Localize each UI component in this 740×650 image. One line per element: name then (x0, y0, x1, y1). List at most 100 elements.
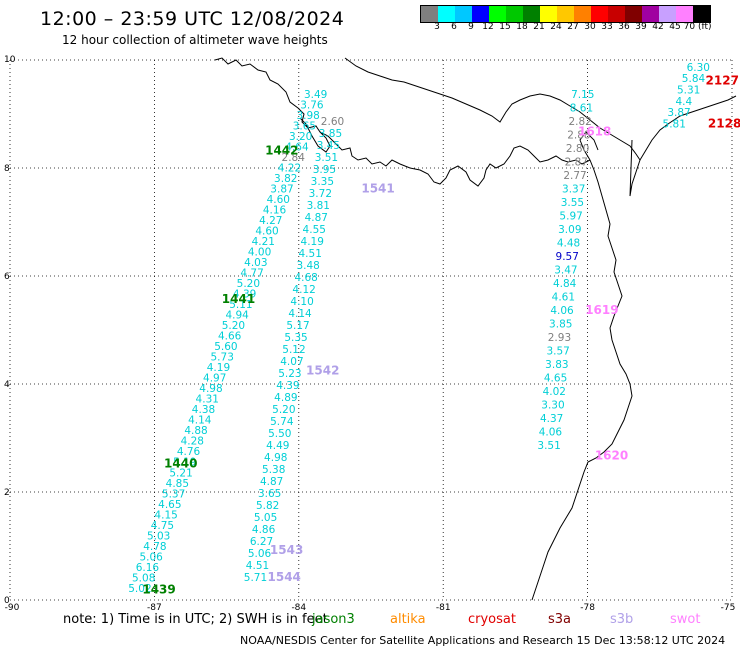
wave-height-value: 4.87 (305, 212, 328, 224)
track-id-label: 1619 (585, 303, 618, 317)
wave-height-value: 3.37 (562, 183, 585, 195)
wave-height-value: 4.65 (544, 372, 567, 384)
colorbar-swatch (574, 6, 591, 22)
wave-height-value: 4.22 (278, 162, 301, 174)
coastline-darien (629, 139, 641, 197)
wave-height-value: 5.81 (663, 119, 686, 131)
colorbar-swatch (557, 6, 574, 22)
colorbar-swatch (659, 6, 676, 22)
wave-height-value: 2.84 (282, 152, 306, 164)
wave-height-value: 4.02 (543, 386, 566, 398)
page-title: 12:00 – 23:59 UTC 12/08/2024 (40, 8, 345, 30)
wave-height-value: 5.20 (222, 320, 245, 332)
colorbar-label: 12 (482, 22, 494, 32)
wave-height-value: 4.55 (303, 224, 326, 236)
colorbar-label: 45 (669, 22, 681, 32)
coastline-nicoya (299, 117, 331, 153)
wave-height-value: 5.74 (270, 416, 294, 428)
wave-height-value: 4.75 (151, 520, 174, 532)
wave-height-colorbar (420, 5, 711, 23)
satellite-legend-item: altika (390, 612, 426, 627)
wave-height-value: 5.05 (254, 512, 277, 524)
wave-height-value: 3.49 (304, 89, 327, 101)
coastline (214, 57, 737, 601)
wave-height-value: 5.06 (139, 551, 163, 563)
satellite-legend-item: swot (670, 612, 701, 627)
wave-height-value: 5.11 (229, 299, 252, 311)
wave-height-value: 2.88 (567, 129, 590, 141)
wave-height-value: 3.76 (300, 99, 324, 111)
track-id-label: 1542 (306, 363, 339, 377)
x-tick-label: -81 (436, 603, 451, 613)
track-id-label: 1442 (265, 144, 298, 158)
colorbar-label: 9 (468, 22, 474, 32)
y-tick-label: 8 (4, 164, 10, 174)
coastline-caribbean (344, 57, 737, 161)
y-tick-label: 6 (4, 272, 10, 282)
wave-height-value: 3.47 (554, 264, 577, 276)
wave-height-value: 4.37 (540, 413, 563, 425)
wave-height-value: 4.19 (207, 362, 230, 374)
wave-height-value: 4.65 (158, 499, 181, 511)
wave-height-value: 4.61 (552, 291, 575, 303)
colorbar-label: 39 (635, 22, 647, 32)
wave-height-value: 4.28 (181, 436, 204, 448)
wave-height-value: 2.60 (321, 116, 344, 128)
wave-height-value: 3.83 (545, 359, 568, 371)
y-tick-label: 4 (4, 380, 10, 390)
altimeter-tracks: 5.025.086.165.064.785.034.754.154.655.37… (128, 62, 710, 595)
colorbar-swatch (455, 6, 472, 22)
wave-height-value: 7.15 (571, 89, 594, 101)
colorbar-label: 18 (516, 22, 528, 32)
wave-height-value: 4.15 (154, 509, 177, 521)
track-id-label: 2128 (708, 117, 740, 131)
wave-height-value: 3.30 (541, 399, 564, 411)
wave-height-value: 4.06 (550, 305, 574, 317)
wave-height-value: 5.06 (248, 548, 272, 560)
y-tick-label: 0 (4, 596, 10, 606)
colorbar-label: 15 (499, 22, 511, 32)
wave-height-value: 5.84 (682, 73, 706, 85)
colorbar-label: 42 (652, 22, 664, 32)
wave-height-value: 5.23 (278, 368, 301, 380)
wave-height-value: 4.66 (218, 331, 242, 343)
wave-height-value: 9.57 (556, 251, 579, 263)
wave-height-value: 5.02 (128, 583, 151, 595)
colorbar-label: 70 (ft) (683, 22, 712, 32)
wave-height-value: 4.89 (274, 392, 297, 404)
colorbar-swatch (523, 6, 540, 22)
wave-height-value: 5.35 (284, 332, 307, 344)
wave-height-value: 3.65 (293, 120, 316, 132)
wave-height-value: 3.51 (537, 440, 560, 452)
wave-height-value: 4.51 (299, 248, 322, 260)
wave-height-value: 6.27 (250, 536, 273, 548)
satellite-legend-item: s3b (610, 612, 634, 627)
x-tick-label: -90 (5, 603, 20, 613)
wave-height-value: 5.82 (256, 500, 279, 512)
wave-height-value: 5.19 (173, 457, 196, 469)
wave-height-value: 4.00 (248, 246, 271, 258)
colorbar-swatch (625, 6, 642, 22)
colorbar-swatch (421, 6, 438, 22)
wave-height-value: 4.94 (225, 310, 249, 322)
wave-height-value: 4.06 (539, 426, 563, 438)
colorbar-label: 3 (434, 22, 440, 32)
wave-height-value: 3.82 (274, 173, 297, 185)
wave-height-value: 3.95 (313, 164, 336, 176)
colorbar-label: 36 (618, 22, 630, 32)
footer-note: note: 1) Time is in UTC; 2) SWH is in fe… (63, 612, 328, 627)
wave-height-value: 4.64 (285, 141, 309, 153)
wave-height-value: 4.31 (196, 394, 219, 406)
track-1544: 5.714.515.066.274.865.055.823.654.875.38… (244, 116, 344, 584)
track-labels: 1439 1440 1441 1442 1541 1542 1543 1544 1618 1619… (142, 73, 740, 596)
wave-height-value: 4.68 (294, 272, 317, 284)
wave-height-value: 2.77 (563, 170, 586, 182)
colorbar-swatch (642, 6, 659, 22)
wave-height-value: 3.65 (258, 488, 281, 500)
wave-height-value: 3.85 (319, 128, 342, 140)
wave-height-value: 4.60 (255, 225, 278, 237)
footer-credit: NOAA/NESDIS Center for Satellite Applica… (240, 634, 726, 647)
colorbar-swatch (591, 6, 608, 22)
colorbar-label: 33 (601, 22, 613, 32)
